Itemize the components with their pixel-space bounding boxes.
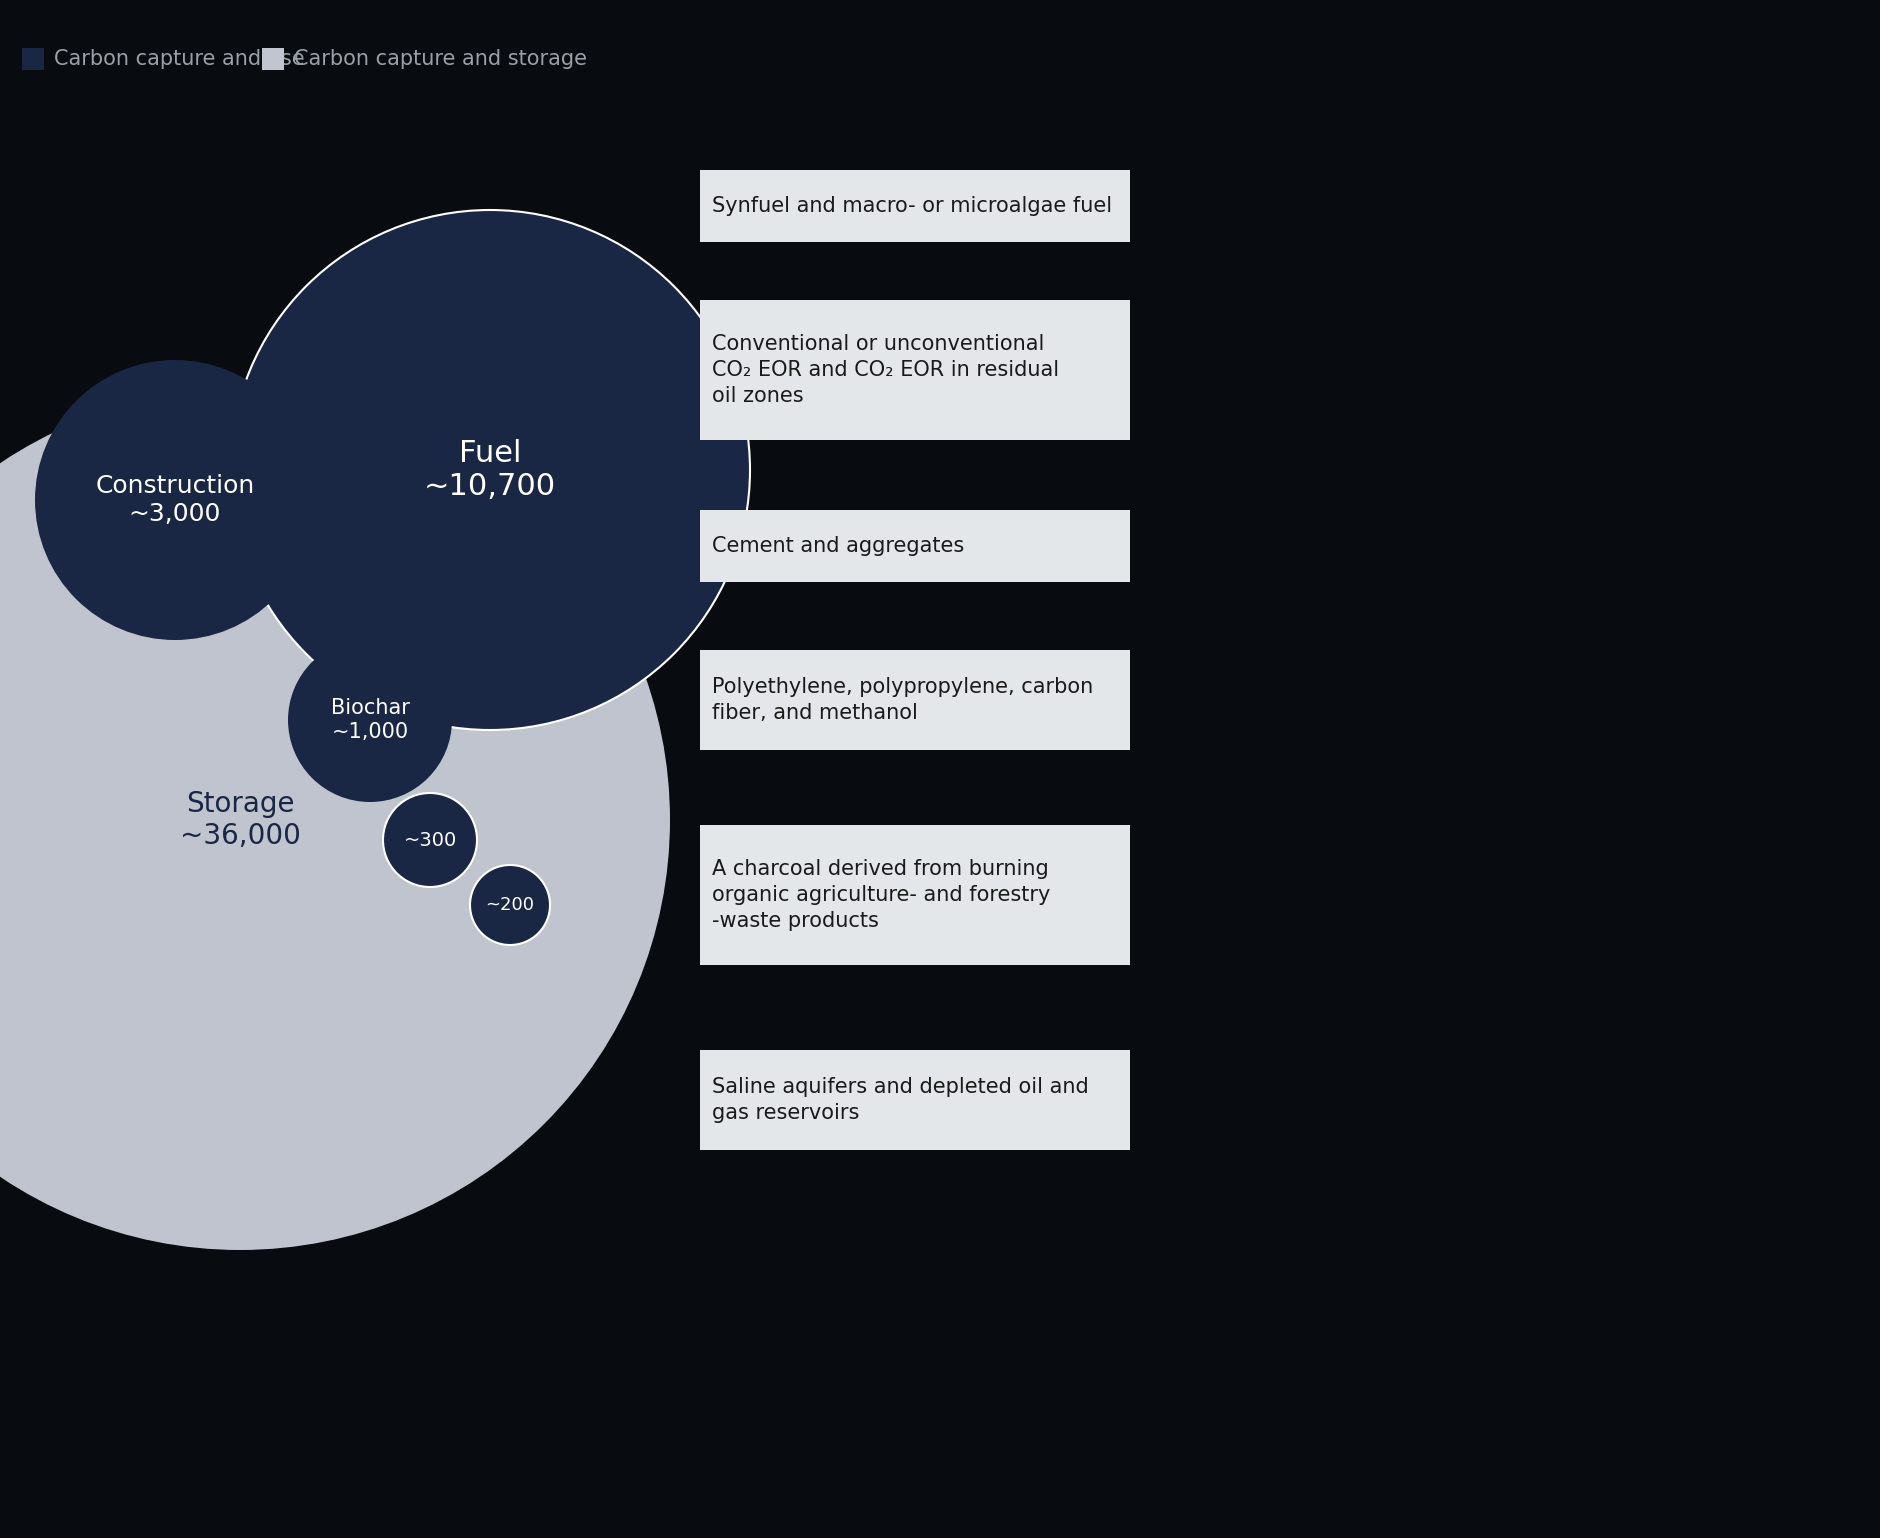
Ellipse shape — [229, 211, 750, 731]
Text: Polyethylene, polypropylene, carbon
fiber, and methanol: Polyethylene, polypropylene, carbon fibe… — [713, 677, 1092, 723]
Text: Construction
~3,000: Construction ~3,000 — [96, 474, 254, 526]
FancyBboxPatch shape — [699, 824, 1130, 964]
FancyBboxPatch shape — [699, 1050, 1130, 1150]
Text: ~200: ~200 — [485, 897, 534, 914]
FancyBboxPatch shape — [23, 48, 43, 71]
Ellipse shape — [0, 391, 669, 1250]
FancyBboxPatch shape — [699, 171, 1130, 241]
Ellipse shape — [288, 638, 451, 801]
FancyBboxPatch shape — [261, 48, 284, 71]
Text: Cement and aggregates: Cement and aggregates — [713, 537, 964, 557]
Ellipse shape — [36, 360, 314, 640]
Text: A charcoal derived from burning
organic agriculture- and forestry
-waste product: A charcoal derived from burning organic … — [713, 858, 1049, 932]
Text: Carbon capture and use: Carbon capture and use — [55, 49, 305, 69]
Text: ~300: ~300 — [402, 831, 457, 849]
FancyBboxPatch shape — [699, 651, 1130, 751]
Text: Fuel
~10,700: Fuel ~10,700 — [423, 438, 556, 501]
Ellipse shape — [470, 864, 549, 944]
Text: Saline aquifers and depleted oil and
gas reservoirs: Saline aquifers and depleted oil and gas… — [713, 1077, 1089, 1123]
Text: Storage
~36,000: Storage ~36,000 — [179, 791, 301, 851]
FancyBboxPatch shape — [699, 511, 1130, 581]
FancyBboxPatch shape — [699, 300, 1130, 440]
Text: Carbon capture and storage: Carbon capture and storage — [293, 49, 587, 69]
Ellipse shape — [384, 794, 478, 887]
Text: Biochar
~1,000: Biochar ~1,000 — [331, 698, 410, 741]
Text: Conventional or unconventional
CO₂ EOR and CO₂ EOR in residual
oil zones: Conventional or unconventional CO₂ EOR a… — [713, 334, 1058, 406]
Text: Synfuel and macro- or microalgae fuel: Synfuel and macro- or microalgae fuel — [713, 195, 1111, 215]
